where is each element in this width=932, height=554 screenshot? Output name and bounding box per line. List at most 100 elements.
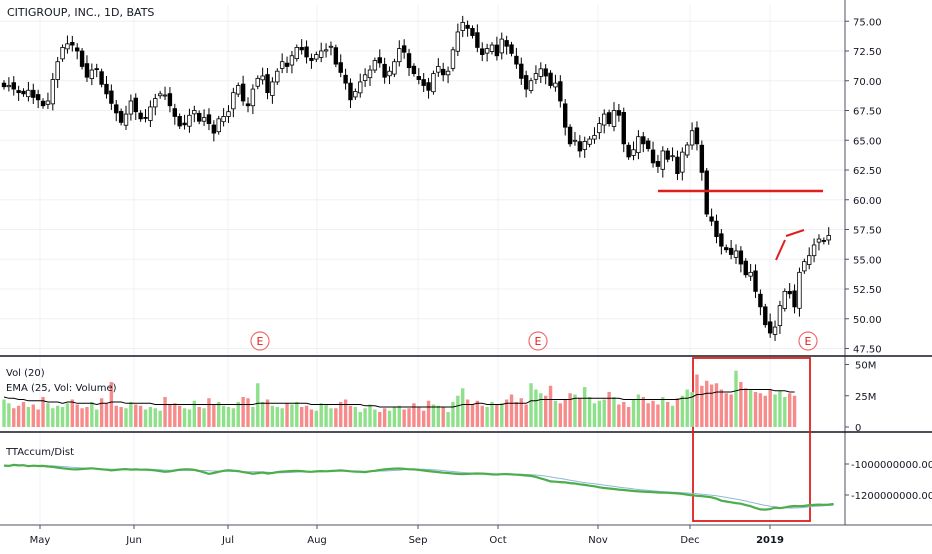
candle xyxy=(553,74,558,92)
candle-up-body xyxy=(362,74,368,81)
candle xyxy=(592,127,597,144)
indicator-line xyxy=(3,463,834,511)
candle-down-body xyxy=(821,240,827,242)
candle-down-body xyxy=(104,83,109,95)
candle-up-body xyxy=(450,49,456,69)
candle xyxy=(577,135,583,158)
candle xyxy=(699,140,705,181)
volume-bar xyxy=(490,402,494,427)
candle-up-body xyxy=(484,48,490,54)
volume-bar xyxy=(470,404,475,427)
volume-bar xyxy=(202,408,206,427)
volume-bar xyxy=(339,402,343,427)
volume-bar xyxy=(21,402,26,427)
volume-bar xyxy=(563,399,567,427)
candle xyxy=(40,98,46,109)
candle xyxy=(743,258,748,278)
volume-bar xyxy=(744,388,748,427)
price-tick-label: 57.50 xyxy=(853,226,882,237)
ema-label: EMA (25, Vol: Volume) xyxy=(6,383,117,394)
volume-bar xyxy=(197,407,201,427)
candle-up-body xyxy=(123,113,129,126)
volume-bar xyxy=(431,404,436,427)
volume-bar xyxy=(763,395,767,427)
candle-down-body xyxy=(650,149,656,164)
volume-bar xyxy=(597,400,602,427)
candle xyxy=(196,110,202,125)
candle xyxy=(118,108,124,126)
volume-bar xyxy=(504,399,509,427)
price-tick-label: 52.50 xyxy=(853,285,882,296)
candle-down-body xyxy=(728,247,734,255)
candle xyxy=(387,66,392,85)
candle-down-body xyxy=(177,116,182,127)
candle-down-body xyxy=(284,62,290,67)
volume-bar xyxy=(363,408,367,427)
candle xyxy=(514,47,519,69)
candle-down-body xyxy=(714,220,719,238)
candle-down-body xyxy=(401,45,407,53)
candle-up-body xyxy=(489,44,495,52)
volume-bar xyxy=(412,403,416,427)
candle xyxy=(733,244,739,264)
price-tick-label: 47.50 xyxy=(853,345,882,356)
volume-bar xyxy=(617,404,621,427)
candle xyxy=(480,42,485,62)
volume-bar xyxy=(626,407,631,427)
candle-down-body xyxy=(519,63,524,79)
volume-bar xyxy=(119,407,123,427)
candle-up-body xyxy=(26,89,31,98)
candle xyxy=(79,48,85,70)
volume-bar xyxy=(543,395,548,427)
candle xyxy=(275,68,280,85)
candle xyxy=(104,75,109,99)
candle-up-body xyxy=(201,117,207,122)
candle-down-body xyxy=(94,68,99,71)
candle-up-body xyxy=(689,130,695,146)
time-tick-label: Nov xyxy=(588,535,608,546)
volume-bar xyxy=(656,404,660,427)
volume-bar xyxy=(456,395,460,427)
candle-up-body xyxy=(782,290,787,309)
volume-bar xyxy=(41,397,45,427)
candle xyxy=(221,108,226,127)
candle xyxy=(406,48,412,76)
price-tick-label: 72.50 xyxy=(853,47,882,58)
candle-up-body xyxy=(55,61,60,80)
earnings-marker-label: E xyxy=(805,335,812,348)
candle-up-body xyxy=(733,250,739,258)
chart-title: CITIGROUP, INC., 1D, BATS xyxy=(7,6,154,19)
candle-up-body xyxy=(572,139,578,142)
candle xyxy=(245,97,251,113)
candle-down-body xyxy=(411,65,417,75)
volume-bar xyxy=(173,403,177,427)
candle-up-body xyxy=(455,31,461,52)
volume-bar xyxy=(709,384,714,427)
candle xyxy=(50,73,55,111)
candle-up-body xyxy=(685,144,690,156)
candle xyxy=(499,32,504,60)
candle-up-body xyxy=(318,50,324,58)
volume-bar xyxy=(207,398,211,427)
volume-bar xyxy=(75,404,79,427)
volume-bar xyxy=(719,389,724,427)
candle xyxy=(724,244,729,253)
candle-down-body xyxy=(655,161,661,167)
candle-down-body xyxy=(240,83,246,102)
volume-bar xyxy=(792,395,797,427)
candle xyxy=(35,89,41,109)
candle-down-body xyxy=(348,82,353,101)
candle-up-body xyxy=(670,155,675,158)
candle-up-body xyxy=(587,138,592,145)
candle xyxy=(45,92,51,110)
candle xyxy=(631,141,636,161)
candle xyxy=(16,85,21,101)
candle-down-body xyxy=(787,290,792,295)
candle-down-body xyxy=(133,97,138,113)
volume-bar xyxy=(441,407,445,427)
candle xyxy=(704,167,709,218)
earnings-marker: E xyxy=(528,331,548,351)
volume-bar xyxy=(548,385,553,427)
candle xyxy=(333,44,339,68)
earnings-marker: E xyxy=(798,331,818,351)
